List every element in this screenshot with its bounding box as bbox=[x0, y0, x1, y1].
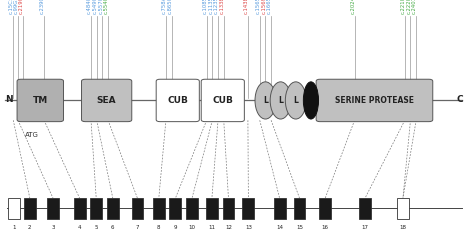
Text: SERINE PROTEASE: SERINE PROTEASE bbox=[335, 96, 414, 105]
Text: c.1438G>Arg.D470N): c.1438G>Arg.D470N) bbox=[244, 0, 249, 14]
Bar bbox=[274, 198, 285, 219]
Text: c.1338C>T(p.R446W): c.1338C>T(p.R446W) bbox=[219, 0, 225, 14]
Text: 4: 4 bbox=[78, 225, 82, 230]
Bar bbox=[131, 198, 143, 219]
Ellipse shape bbox=[303, 82, 319, 119]
Text: 16: 16 bbox=[322, 225, 328, 230]
Bar bbox=[206, 198, 218, 219]
Bar bbox=[294, 198, 306, 219]
Text: c.2210T>C(p.V736A): c.2210T>C(p.V736A) bbox=[401, 0, 406, 14]
Text: c.2024C>T(p.L674L): c.2024C>T(p.L674L) bbox=[350, 0, 356, 14]
Text: 2: 2 bbox=[28, 225, 32, 230]
Bar bbox=[153, 198, 165, 219]
Text: ATG: ATG bbox=[25, 132, 39, 138]
Text: c.1135C>T(p.Q411G): c.1135C>T(p.Q411G) bbox=[208, 0, 213, 14]
Bar bbox=[222, 198, 234, 219]
Bar bbox=[397, 198, 409, 219]
Text: 14: 14 bbox=[276, 225, 283, 230]
Text: c.2220C>T(p.V739C): c.2220C>T(p.V739C) bbox=[406, 0, 411, 14]
Text: 12: 12 bbox=[225, 225, 232, 230]
Text: c.554C>A(p.A185S): c.554C>A(p.A185S) bbox=[104, 0, 109, 14]
Text: c.865C>T(p.S288L): c.865C>T(p.S288L) bbox=[167, 0, 173, 14]
FancyBboxPatch shape bbox=[201, 79, 245, 122]
FancyBboxPatch shape bbox=[82, 79, 132, 122]
Text: c.484C>T(p.R162C): c.484C>T(p.R162C) bbox=[87, 0, 92, 14]
Text: c.219C>Arg.W73Q): c.219C>Arg.W73Q) bbox=[18, 0, 24, 14]
Text: c.2401C>T(p.I799I): c.2401C>T(p.I799I) bbox=[412, 0, 417, 14]
Text: 8: 8 bbox=[157, 225, 161, 230]
Ellipse shape bbox=[285, 82, 306, 119]
Text: c.99G>C(p.P33P): c.99G>C(p.P33P) bbox=[14, 0, 19, 14]
Text: 11: 11 bbox=[209, 225, 215, 230]
Bar bbox=[73, 198, 85, 219]
Text: 9: 9 bbox=[173, 225, 177, 230]
Text: 7: 7 bbox=[136, 225, 139, 230]
Text: L: L bbox=[293, 96, 298, 105]
Text: c.758A>G(p.K253E): c.758A>G(p.K253E) bbox=[162, 0, 167, 14]
Bar bbox=[47, 198, 59, 219]
Text: L: L bbox=[263, 96, 268, 105]
Text: 6: 6 bbox=[111, 225, 115, 230]
Text: SEA: SEA bbox=[97, 96, 117, 105]
Text: c.1235C>T(p.Y411S): c.1235C>T(p.Y411S) bbox=[214, 0, 219, 14]
Text: 1: 1 bbox=[12, 225, 16, 230]
FancyBboxPatch shape bbox=[316, 79, 433, 122]
Text: 10: 10 bbox=[189, 225, 195, 230]
Bar bbox=[169, 198, 181, 219]
Text: N: N bbox=[5, 95, 12, 104]
Text: 15: 15 bbox=[296, 225, 303, 230]
Bar bbox=[319, 198, 331, 219]
Text: C: C bbox=[456, 95, 463, 104]
Bar bbox=[90, 198, 102, 219]
Text: c.1565C>T(p.D521D): c.1565C>T(p.D521D) bbox=[255, 0, 261, 14]
FancyBboxPatch shape bbox=[17, 79, 64, 122]
Bar bbox=[242, 198, 255, 219]
Bar bbox=[8, 198, 20, 219]
Bar bbox=[186, 198, 198, 219]
Text: c.549C>T(p.V183V): c.549C>T(p.V183V) bbox=[92, 0, 98, 14]
FancyBboxPatch shape bbox=[156, 79, 199, 122]
Text: CUB: CUB bbox=[212, 96, 233, 105]
Text: c.557C>T(p.S186L): c.557C>T(p.S186L) bbox=[98, 0, 103, 14]
Text: 3: 3 bbox=[51, 225, 55, 230]
Text: c.1569G>Arg.E523K): c.1569G>Arg.E523K) bbox=[261, 0, 266, 14]
Text: 5: 5 bbox=[94, 225, 98, 230]
Text: 17: 17 bbox=[362, 225, 368, 230]
Bar bbox=[24, 198, 36, 219]
Text: c.1665C>T(p.P555S): c.1665C>T(p.P555S) bbox=[267, 0, 272, 14]
Text: L: L bbox=[278, 96, 283, 105]
Text: 18: 18 bbox=[400, 225, 406, 230]
Text: c.15C>T(p.F5F): c.15C>T(p.F5F) bbox=[9, 0, 14, 14]
Ellipse shape bbox=[270, 82, 291, 119]
Bar bbox=[107, 198, 118, 219]
Text: c.239C>T(p.A80W): c.239C>T(p.A80W) bbox=[40, 0, 45, 14]
Ellipse shape bbox=[255, 82, 276, 119]
Bar bbox=[359, 198, 371, 219]
Text: TM: TM bbox=[33, 96, 48, 105]
Text: 13: 13 bbox=[245, 225, 252, 230]
Text: CUB: CUB bbox=[167, 96, 188, 105]
Text: c.1085G>Arg.S362S: c.1085G>Arg.S362S bbox=[202, 0, 208, 14]
